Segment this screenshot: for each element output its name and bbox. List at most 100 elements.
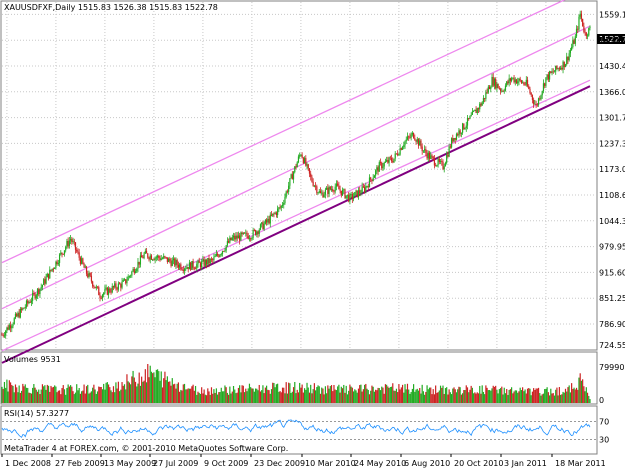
volume-bar (300, 387, 302, 403)
candle-body (443, 166, 445, 170)
candle-body (499, 88, 502, 91)
volume-bar (319, 393, 322, 403)
candle-body (235, 235, 237, 240)
candle-body (515, 79, 518, 84)
volume-bar (84, 393, 86, 403)
volume-bar (55, 386, 57, 403)
volume-bar (414, 391, 416, 403)
volume-bar (232, 385, 235, 403)
candle-body (125, 279, 127, 284)
candle-body (57, 262, 59, 265)
volume-bar (170, 385, 172, 403)
volume-bar (324, 386, 326, 403)
candle-body (400, 148, 402, 150)
price-axis-ticks: 1559.19 1494.75 1430.44 1366.06 1301.70 1237.… (599, 10, 625, 350)
volume-bar (279, 391, 281, 403)
volume-bar (474, 392, 476, 403)
candle-body (377, 167, 379, 172)
candle-body (544, 83, 546, 86)
volume-bar (348, 390, 350, 403)
candle-body (486, 92, 488, 94)
candle-body (378, 162, 380, 172)
volume-bar (390, 386, 393, 403)
volume-bar (277, 383, 279, 403)
volume-bar (345, 385, 347, 403)
volume-bar (524, 389, 526, 403)
volume-bar (66, 387, 68, 403)
volume-bar (240, 392, 242, 403)
volume-bar (92, 387, 94, 403)
volume-bar (473, 393, 475, 403)
volume-bar (506, 389, 508, 403)
candle-body (207, 257, 209, 265)
candle-body (254, 230, 257, 235)
candle-body (241, 232, 243, 235)
volume-bar (270, 389, 273, 403)
trendline-channel-upper[interactable] (1, 0, 590, 264)
price-panel[interactable] (0, 0, 598, 351)
volume-bar (558, 387, 560, 403)
volume-bar (370, 390, 372, 403)
volume-bar (583, 386, 585, 403)
candle-body (454, 137, 456, 140)
candle-body (433, 158, 436, 166)
volume-bar (465, 385, 467, 403)
candle-body (509, 78, 511, 81)
volume-bar (537, 387, 540, 403)
volume-bar (376, 390, 378, 403)
volume-bar (422, 391, 424, 403)
volume-bar (389, 386, 391, 403)
candle-body (490, 87, 492, 90)
candle-body (175, 260, 177, 266)
volume-bar (234, 389, 236, 403)
volume-bar (257, 390, 259, 403)
candle-body (317, 192, 319, 194)
volume-bar (78, 388, 80, 403)
volume-bar (160, 371, 162, 403)
volume-bar (340, 386, 342, 403)
candle-body (401, 147, 404, 150)
volume-bar (28, 392, 30, 403)
volume-bar (332, 391, 334, 403)
candle-body (73, 241, 75, 243)
volume-bar (419, 388, 421, 403)
volume-bar (557, 395, 559, 403)
candle-body (194, 268, 197, 270)
volume-bar (8, 380, 10, 403)
volume-bar (455, 392, 458, 403)
volume-bar (228, 394, 230, 403)
volume-bar (128, 382, 130, 403)
candle-body (231, 237, 233, 241)
volume-bar (30, 393, 32, 403)
volume-bar (3, 381, 6, 403)
candle-body (25, 300, 28, 307)
volume-bar (274, 387, 276, 403)
volume-bar (96, 391, 99, 403)
volume-bar (223, 391, 225, 403)
trendline-channel-lower[interactable] (1, 79, 591, 352)
volume-bar (433, 394, 436, 403)
volume-bar (43, 386, 45, 403)
candle-body (35, 295, 37, 299)
volume-bar (290, 393, 292, 403)
candle-body (138, 261, 140, 265)
volume-bar (268, 390, 270, 403)
candle-body (455, 134, 458, 140)
candle-body (77, 251, 79, 253)
trendline-support[interactable] (1, 85, 591, 364)
volume-bar (107, 384, 110, 403)
volume-bar (387, 386, 389, 403)
candle-body (474, 109, 476, 111)
candle-body (495, 78, 497, 89)
volume-bar (561, 394, 563, 403)
candle-body (479, 103, 481, 110)
candle-body (406, 136, 409, 140)
candle-body (130, 275, 132, 277)
candle-body (116, 288, 118, 290)
date-tick-label: 6 Aug 2010 (404, 459, 450, 468)
candle-body (410, 134, 412, 138)
candle-body (84, 266, 86, 268)
candle-body (243, 232, 246, 234)
candle-body (270, 214, 273, 216)
